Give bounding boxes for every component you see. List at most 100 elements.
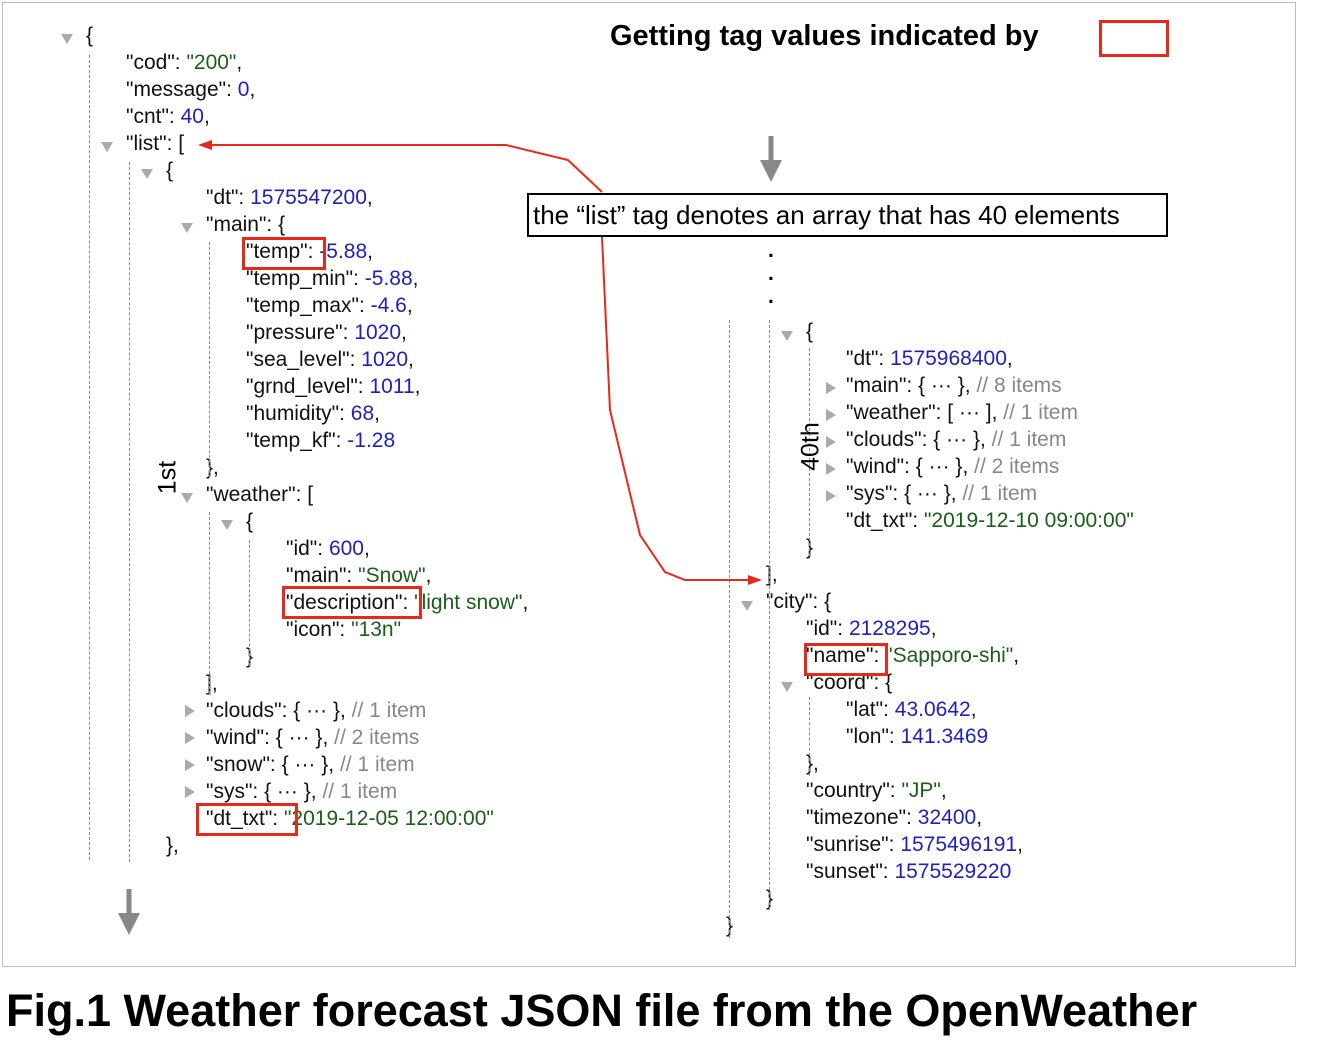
- figure-frame: [2, 2, 1296, 967]
- json-comment: // 2 items: [334, 726, 420, 749]
- collapse-triangle-icon[interactable]: [826, 490, 836, 502]
- json-key: "snow": { ··· },: [206, 753, 340, 776]
- json-punct: ,: [930, 617, 937, 640]
- indent-guide-line: [249, 540, 250, 666]
- json-comment: // 1 item: [1003, 401, 1078, 424]
- expand-triangle-icon[interactable]: [61, 34, 73, 44]
- json-string: "light snow": [414, 591, 523, 614]
- highlight-legend-box: [1099, 20, 1169, 57]
- json-punct: ,: [236, 51, 243, 74]
- indent-guide-line: [809, 348, 810, 556]
- collapse-triangle-icon[interactable]: [826, 436, 836, 448]
- highlight-temp: [242, 237, 326, 270]
- json-number: 1575968400: [890, 347, 1007, 370]
- collapse-triangle-icon[interactable]: [185, 786, 195, 798]
- json-line: "dt_txt": "2019-12-05 12:00:00": [206, 805, 494, 832]
- json-punct: ,: [425, 564, 432, 587]
- json-string: "13n": [351, 618, 402, 641]
- json-number: 40: [180, 105, 204, 128]
- expand-triangle-icon[interactable]: [181, 493, 193, 503]
- json-punct: ,: [412, 267, 419, 290]
- highlight-description: [282, 586, 422, 619]
- collapse-triangle-icon[interactable]: [826, 382, 836, 394]
- json-punct: ,: [408, 348, 414, 371]
- expand-triangle-icon[interactable]: [781, 331, 793, 341]
- json-key: "cnt":: [126, 105, 181, 128]
- json-number: 32400: [917, 806, 977, 829]
- json-key: "grnd_level":: [246, 375, 370, 398]
- json-line: "wind": { ··· }, // 2 items: [846, 453, 1059, 480]
- json-key: "dt_txt":: [846, 509, 924, 532]
- json-punct: ,: [1013, 644, 1020, 667]
- json-key: "dt_txt":: [206, 807, 284, 830]
- json-line: "timezone": 32400,: [806, 804, 982, 831]
- json-key: "description":: [286, 591, 415, 614]
- ellipsis-dot: .: [768, 262, 774, 285]
- json-line: "pressure": 1020,: [246, 319, 407, 346]
- list-tag-note: the “list” tag denotes an array that has…: [527, 193, 1168, 237]
- expand-triangle-icon[interactable]: [101, 142, 113, 152]
- json-punct: ,: [366, 186, 373, 209]
- json-key: {: [166, 159, 174, 182]
- indent-guide-line: [209, 242, 210, 478]
- json-key: "main": {: [206, 213, 286, 236]
- json-key: "city": {: [766, 590, 832, 613]
- json-key: "temp_kf":: [246, 429, 348, 452]
- json-key: "temp_min":: [246, 267, 365, 290]
- json-key: "lat":: [846, 698, 895, 721]
- json-line: "dt": 1575968400,: [846, 345, 1013, 372]
- json-punct: ,: [249, 78, 256, 101]
- json-punct: ,: [406, 294, 413, 317]
- expand-triangle-icon[interactable]: [741, 601, 753, 611]
- json-punct: ,: [940, 779, 947, 802]
- expand-triangle-icon[interactable]: [141, 169, 153, 179]
- json-line: "grnd_level": 1011,: [246, 373, 421, 400]
- json-key: "timezone":: [806, 806, 918, 829]
- collapse-triangle-icon[interactable]: [826, 463, 836, 475]
- down-arrow-bottom: [118, 889, 140, 935]
- json-punct: ,: [1017, 833, 1023, 856]
- json-number: -5.88: [319, 240, 368, 263]
- collapse-triangle-icon[interactable]: [185, 732, 195, 744]
- json-string: "2019-12-05 12:00:00": [283, 807, 494, 830]
- json-line: "id": 600,: [286, 535, 370, 562]
- json-key: ],: [766, 563, 778, 586]
- json-punct: ,: [522, 591, 529, 614]
- ellipsis-dot: .: [768, 285, 774, 308]
- json-line: "city": {: [766, 588, 831, 615]
- json-key: "wind": { ··· },: [846, 455, 975, 478]
- json-comment: // 1 item: [322, 780, 398, 803]
- collapse-triangle-icon[interactable]: [185, 759, 195, 771]
- json-key: {: [246, 510, 254, 533]
- json-line: "sunrise": 1575496191,: [806, 831, 1023, 858]
- down-arrow-top: [760, 136, 782, 182]
- json-number: 141.3469: [900, 725, 989, 748]
- json-punct: ,: [970, 698, 977, 721]
- json-key: "temp":: [246, 240, 320, 263]
- json-key: "id":: [286, 537, 329, 560]
- json-line: },: [166, 832, 179, 859]
- red-connector: [198, 140, 762, 585]
- expand-triangle-icon[interactable]: [181, 223, 193, 233]
- json-key: "main":: [286, 564, 359, 587]
- json-line: ],: [766, 561, 778, 588]
- json-key: "sys": { ··· },: [846, 482, 963, 505]
- json-punct: ,: [1006, 347, 1013, 370]
- json-punct: ,: [363, 537, 370, 560]
- json-string: "Sapporo-shi": [885, 644, 1014, 667]
- json-key: },: [166, 834, 179, 857]
- json-key: "wind": { ··· },: [206, 726, 335, 749]
- collapse-triangle-icon[interactable]: [185, 705, 195, 717]
- json-line: "temp": -5.88,: [246, 238, 373, 265]
- json-key: "message":: [126, 78, 238, 101]
- json-key: "country":: [806, 779, 902, 802]
- indent-guide-line: [89, 55, 90, 860]
- json-line: "id": 2128295,: [806, 615, 937, 642]
- expand-triangle-icon[interactable]: [221, 520, 233, 530]
- json-line: "coord": {: [806, 669, 892, 696]
- json-key: ],: [206, 672, 218, 695]
- json-line: "clouds": { ··· }, // 1 item: [206, 697, 426, 724]
- collapse-triangle-icon[interactable]: [826, 409, 836, 421]
- json-key: "pressure":: [246, 321, 355, 344]
- expand-triangle-icon[interactable]: [781, 682, 793, 692]
